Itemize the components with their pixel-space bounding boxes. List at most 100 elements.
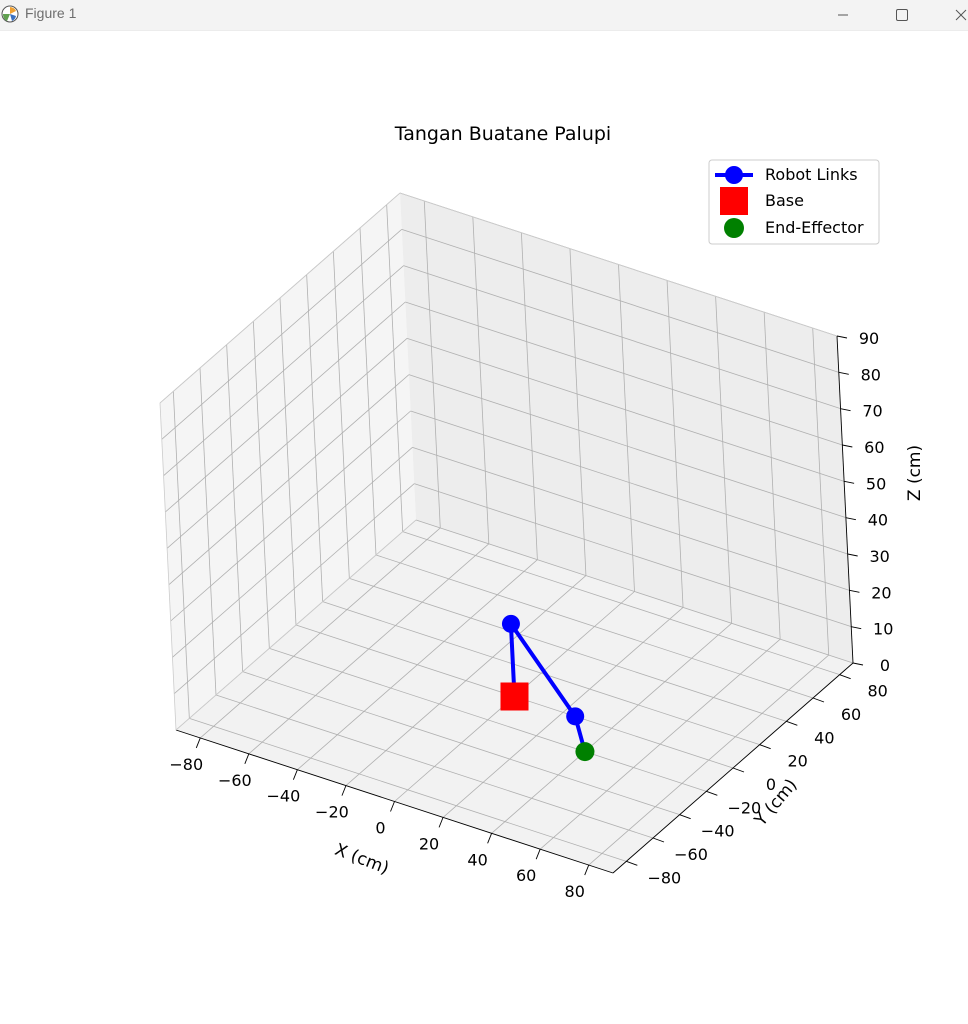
- tick-labels: −80 −60 −40 −20 0 20 40 60 80 −80 −60 −40 −20 0 20 40 60…: [169, 329, 893, 901]
- pane-edge: [159, 192, 401, 404]
- grid-line-x-back: [618, 264, 635, 592]
- grid-line-x-back: [763, 312, 781, 640]
- grid-line-z-back: [408, 374, 847, 519]
- x-axis-label: X (cm): [332, 840, 392, 879]
- x-tick-label: −80: [169, 755, 203, 774]
- z-tick-label: 80: [861, 365, 881, 384]
- z-tick-label: 70: [862, 402, 882, 421]
- x-tick-label: 0: [375, 819, 385, 838]
- legend-frame: [708, 159, 880, 245]
- x-tick-mark: [244, 753, 250, 765]
- minimize-icon: [838, 14, 848, 16]
- grid-line-x-back: [715, 296, 733, 624]
- end-effector-marker: [575, 742, 595, 762]
- grid-line-y-floor: [269, 647, 707, 792]
- y-tick-label: 40: [814, 728, 834, 747]
- x-tick-mark: [535, 848, 541, 860]
- grid-line-y-floor: [349, 577, 787, 722]
- x-tick-label: 80: [565, 882, 585, 901]
- z-tick-label: 0: [880, 656, 890, 675]
- grid-line-y-left: [359, 227, 377, 556]
- grid-line-y-left: [226, 344, 244, 672]
- grid-line-x-back: [520, 232, 538, 560]
- grid-line-y-floor: [215, 694, 654, 839]
- grid-line-y-floor: [242, 671, 680, 816]
- legend-label-robot-links: Robot Links: [765, 165, 858, 184]
- pane-edge: [175, 519, 417, 731]
- grid-line-y-floor: [189, 717, 627, 862]
- grid-line-y-left: [252, 321, 270, 649]
- close-icon: [955, 9, 967, 21]
- y-tick-label: −20: [727, 798, 761, 817]
- legend: Robot Links Base End-Effector: [708, 159, 880, 245]
- grid-line-z-left: [170, 410, 411, 622]
- legend-label-end-effector: End-Effector: [765, 218, 864, 237]
- y-tick-label: 20: [787, 752, 807, 771]
- x-tick-mark: [390, 801, 395, 812]
- grid-line-z-back: [405, 301, 843, 446]
- maximize-button[interactable]: [879, 0, 925, 30]
- z-tick-mark: [851, 626, 862, 630]
- z-tick-label: 40: [868, 511, 888, 530]
- y-tick-label: −40: [701, 822, 735, 841]
- chart-title: Tangan Buatane Palupi: [394, 123, 611, 145]
- robot-joint-marker: [566, 707, 585, 726]
- data-layer: [500, 614, 595, 762]
- y-tick-mark: [679, 814, 691, 820]
- x-tick-mark: [195, 737, 201, 749]
- grid-line-z-back: [414, 483, 852, 628]
- grid-line-z-back: [401, 228, 839, 373]
- grid-line-z-left: [173, 483, 415, 694]
- z-tick-label: 50: [866, 474, 886, 493]
- grid-line-x-back: [569, 248, 587, 576]
- y-tick-mark: [759, 744, 771, 750]
- z-tick-label: 60: [864, 438, 884, 457]
- grid-line-y-left: [199, 367, 217, 696]
- y-tick-mark: [626, 860, 638, 866]
- legend-swatch-base: [720, 187, 748, 215]
- x-tick-label: −40: [267, 787, 301, 806]
- z-tick-mark: [838, 371, 849, 375]
- grid-line-y-left: [279, 297, 297, 626]
- x-tick-label: 60: [516, 866, 536, 885]
- grid-line-y-left: [332, 251, 350, 579]
- y-tick-label: −80: [647, 868, 681, 887]
- grid-line-z-left: [172, 447, 413, 658]
- minimize-button[interactable]: [820, 0, 866, 30]
- base-marker: [500, 682, 529, 711]
- legend-swatch-robot-links-marker: [725, 166, 743, 184]
- x-tick-mark: [341, 785, 347, 796]
- x-tick-label: 20: [419, 834, 439, 853]
- y-tick-mark: [839, 674, 851, 680]
- grid-line-y-left: [306, 274, 324, 602]
- y-tick-mark: [732, 767, 745, 773]
- z-tick-label: 30: [869, 547, 889, 566]
- grid-line-y-floor: [375, 554, 814, 699]
- grid-line-y-floor: [402, 531, 840, 676]
- pane-edge: [399, 192, 838, 337]
- legend-label-base: Base: [765, 191, 804, 210]
- z-tick-mark: [852, 662, 864, 666]
- close-button[interactable]: [938, 0, 968, 30]
- robot-joint-marker: [501, 614, 520, 633]
- grid-line-z-left: [168, 374, 410, 585]
- maximize-icon: [896, 9, 908, 21]
- grid-line-y-left: [172, 391, 190, 719]
- grid-line-z-back: [406, 337, 845, 482]
- y-tick-mark: [652, 837, 665, 843]
- z-tick-label: 10: [873, 620, 893, 639]
- figure-canvas[interactable]: Tangan Buatane Palupi −80 −60 −40 −20 0 20 40 6…: [0, 30, 968, 1024]
- x-tick-label: −60: [218, 771, 252, 790]
- z-tick-mark: [847, 553, 858, 557]
- grid-line-x-back: [666, 280, 684, 608]
- grid-line-z-back: [412, 446, 850, 591]
- grid-line-x-back: [472, 216, 490, 544]
- grid-line-z-left: [165, 301, 406, 513]
- grid-line-y-floor: [322, 601, 760, 746]
- z-axis-line: [836, 335, 854, 664]
- robot-links-line: [508, 621, 587, 753]
- y-tick-label: 0: [766, 775, 776, 794]
- grid-line-z-back: [415, 519, 854, 664]
- grid-line-z-back: [403, 265, 841, 410]
- grid-line-z-left: [161, 229, 403, 440]
